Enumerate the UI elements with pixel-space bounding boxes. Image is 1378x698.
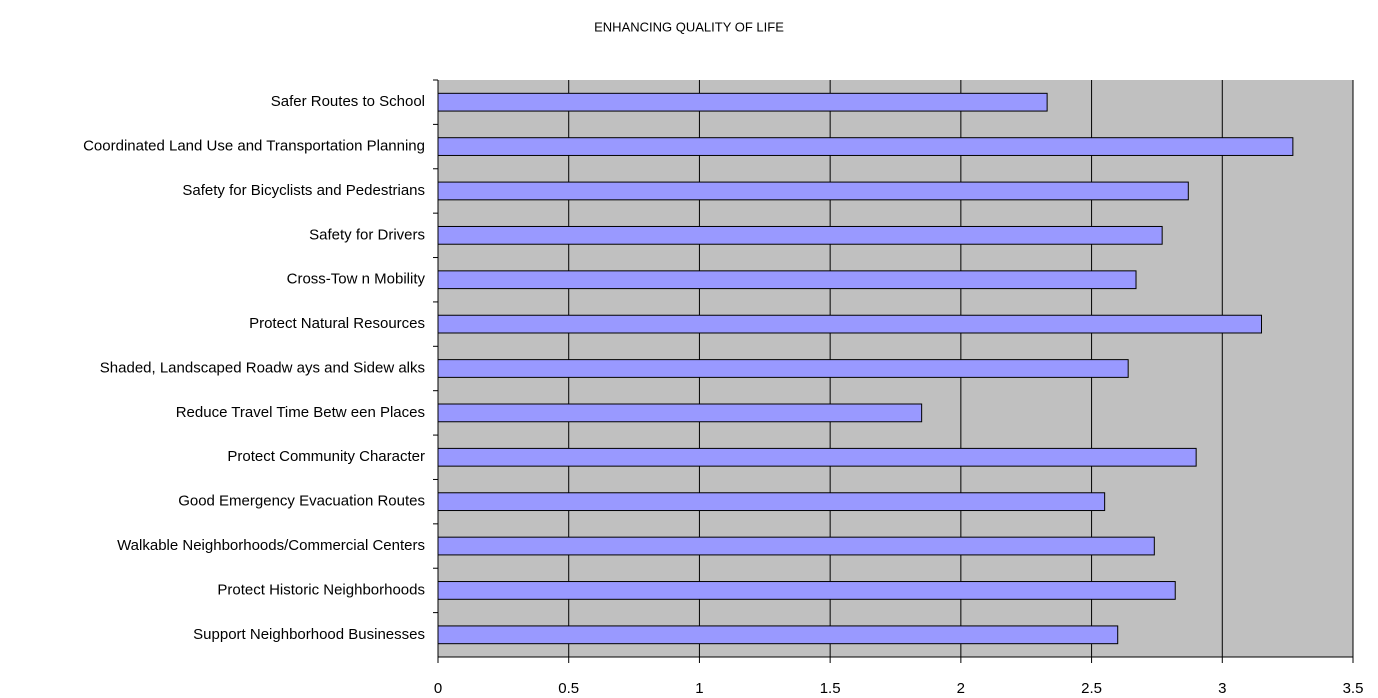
y-tick-label: Protect Historic Neighborhoods xyxy=(217,581,425,598)
y-tick-label: Cross-Tow n Mobility xyxy=(287,271,426,288)
x-tick-label: 1.5 xyxy=(820,680,841,697)
bar xyxy=(437,359,1129,378)
y-tick-label: Safer Routes to School xyxy=(271,93,425,110)
y-tick-label: Shaded, Landscaped Roadw ays and Sidew a… xyxy=(100,359,425,376)
x-tick-label: 0 xyxy=(434,680,442,697)
bar xyxy=(437,225,1163,245)
x-tick-label: 3.5 xyxy=(1343,680,1364,697)
bar xyxy=(437,137,1294,156)
chart-title: ENHANCING QUALITY OF LIFE xyxy=(594,19,784,34)
y-tick-label: Coordinated Land Use and Transportation … xyxy=(83,138,425,155)
bar xyxy=(437,447,1197,467)
bar xyxy=(437,625,1119,645)
y-tick-label: Support Neighborhood Businesses xyxy=(193,626,425,643)
y-tick-label: Reduce Travel Time Betw een Places xyxy=(176,404,425,421)
bar xyxy=(437,581,1176,600)
bar xyxy=(437,270,1137,290)
y-tick-label: Walkable Neighborhoods/Commercial Center… xyxy=(117,537,425,554)
x-tick-label: 0.5 xyxy=(558,680,579,697)
bar xyxy=(437,92,1048,112)
y-tick-label: Safety for Drivers xyxy=(309,226,425,243)
bar xyxy=(437,536,1155,556)
y-tick-label: Protect Community Character xyxy=(227,448,425,465)
x-tick-label: 3 xyxy=(1218,680,1226,697)
bar xyxy=(437,181,1189,201)
y-tick-label: Good Emergency Evacuation Routes xyxy=(178,493,425,510)
x-tick-label: 2.5 xyxy=(1081,680,1102,697)
x-tick-label: 1 xyxy=(695,680,703,697)
bar xyxy=(437,492,1106,512)
y-tick-label: Protect Natural Resources xyxy=(249,315,425,332)
x-tick-label: 2 xyxy=(957,680,965,697)
bar xyxy=(437,314,1262,334)
bar xyxy=(437,403,923,423)
y-tick-label: Safety for Bicyclists and Pedestrians xyxy=(182,182,425,199)
